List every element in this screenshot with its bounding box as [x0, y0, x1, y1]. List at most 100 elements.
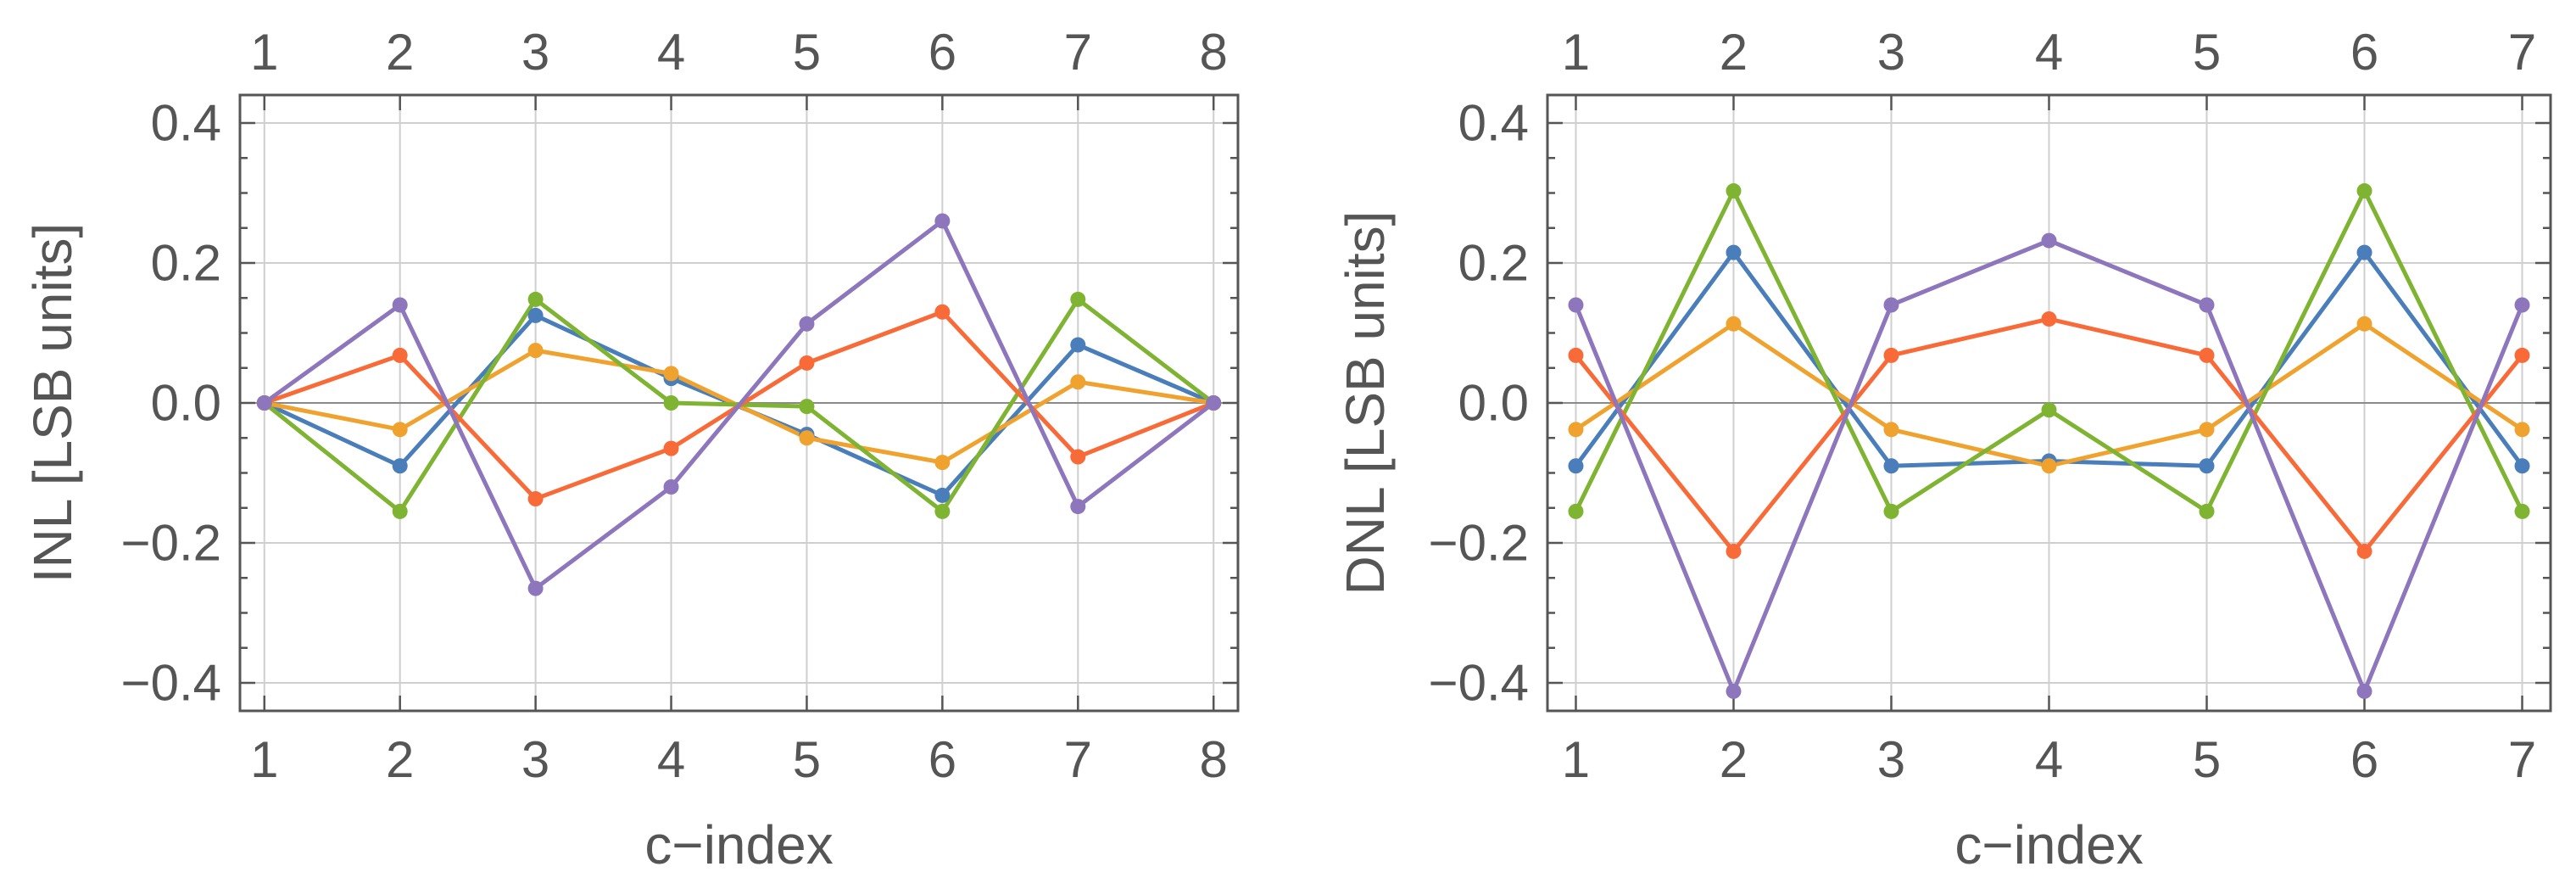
chart1-series-1-point-7 — [1070, 337, 1086, 353]
chart1-xlabel: c−index — [644, 814, 833, 875]
chart2-series-4-point-4 — [2041, 311, 2057, 327]
chart1-xtick-top-label-5: 5 — [793, 24, 821, 81]
chart1-series-2-point-6 — [934, 455, 951, 471]
chart1-ytick-label-1: −0.4 — [121, 655, 221, 712]
chart1-series-1-point-2 — [392, 458, 408, 474]
chart2-series-2-point-4 — [2041, 458, 2057, 474]
chart1-ytick-label-4: 0.2 — [151, 235, 221, 292]
chart1-series-2-point-4 — [663, 366, 679, 382]
chart2-xtick-top-label-7: 7 — [2508, 24, 2536, 81]
chart1: −0.4 −0.2 0.0 0.2 0.4 1 1 2 2 3 3 4 4 5 5 6 6 7 7 8 8 c−index… — [22, 24, 1240, 875]
chart2-ytick-label-5: 0.4 — [1458, 95, 1529, 152]
chart1-series-5-point-4 — [663, 479, 679, 495]
chart2-series-1-point-3 — [1883, 458, 1899, 474]
chart2-series-5-point-4 — [2041, 232, 2057, 249]
chart1-xtick-top-label-1: 1 — [250, 24, 278, 81]
chart2-ytick-label-3: 0.0 — [1458, 375, 1529, 432]
chart1-xtick-top-label-4: 4 — [657, 24, 685, 81]
chart2-ylabel: DNL [LSB units] — [1335, 211, 1396, 595]
chart2-series-2-point-2 — [1726, 316, 1742, 332]
chart1-ytick-label-2: −0.2 — [121, 515, 221, 572]
chart1-series-5-point-2 — [392, 297, 408, 313]
chart2-xtick-label-5: 5 — [2193, 731, 2221, 788]
chart1-series-2-point-3 — [527, 343, 544, 359]
chart2-xtick-label-7: 7 — [2508, 731, 2536, 788]
chart2-series-2-point-7 — [2514, 422, 2530, 438]
chart1-series-5-point-5 — [799, 316, 815, 332]
chart1-xtick-label-8: 8 — [1200, 731, 1228, 788]
chart2-series-5-point-3 — [1883, 297, 1899, 313]
chart1-series-1-point-3 — [527, 307, 544, 323]
chart1-series-5-point-3 — [527, 580, 544, 596]
chart2-series-5-point-2 — [1726, 683, 1742, 699]
chart1-ytick-label-5: 0.4 — [151, 95, 221, 152]
chart2-xtick-top-label-6: 6 — [2350, 24, 2378, 81]
chart2-xtick-label-6: 6 — [2350, 731, 2378, 788]
chart1-xtick-label-2: 2 — [386, 731, 414, 788]
chart2-series-3-point-6 — [2356, 183, 2372, 199]
chart2-series-3-point-4 — [2041, 402, 2057, 418]
chart1-xtick-top-label-3: 3 — [521, 24, 549, 81]
chart2-xtick-top-label-4: 4 — [2035, 24, 2063, 81]
chart1-xtick-label-7: 7 — [1064, 731, 1092, 788]
chart1-series-1-point-6 — [934, 487, 951, 503]
chart1-series-3-point-6 — [934, 503, 951, 519]
chart2-xtick-top-label-5: 5 — [2193, 24, 2221, 81]
chart1-xtick-label-4: 4 — [657, 731, 685, 788]
chart1-xtick-label-5: 5 — [793, 731, 821, 788]
chart2-series-5-point-5 — [2199, 297, 2215, 313]
chart2-xlabel: c−index — [1954, 814, 2143, 875]
chart2-series-1-point-6 — [2356, 244, 2372, 260]
chart1-series-2-point-5 — [799, 430, 815, 446]
chart1-series-4-point-7 — [1070, 449, 1086, 465]
chart2-series-3-point-5 — [2199, 503, 2215, 519]
chart2-xtick-top-label-2: 2 — [1720, 24, 1748, 81]
chart2-series-4-point-1 — [1568, 347, 1584, 363]
chart2-series-4-point-3 — [1883, 347, 1899, 363]
chart2-series-1-point-2 — [1726, 244, 1742, 260]
chart2-series-4-point-2 — [1726, 543, 1742, 559]
chart2-series-3-point-3 — [1883, 503, 1899, 519]
chart1-series-4-point-6 — [934, 304, 951, 320]
chart1-series-4-point-5 — [799, 355, 815, 371]
chart2-xtick-label-1: 1 — [1562, 731, 1590, 788]
chart1-series-5-point-7 — [1070, 499, 1086, 515]
chart2-series-5-point-7 — [2514, 297, 2530, 313]
chart1-series-3-point-4 — [663, 395, 679, 411]
chart1-series-4-point-3 — [527, 491, 544, 507]
chart2-series-2-point-6 — [2356, 316, 2372, 332]
chart1-xtick-label-6: 6 — [928, 731, 956, 788]
chart2-series-2-point-5 — [2199, 422, 2215, 438]
chart2-xtick-top-label-1: 1 — [1562, 24, 1590, 81]
chart2-series-5-point-6 — [2356, 683, 2372, 699]
chart2-series-5-point-1 — [1568, 297, 1584, 313]
chart2-series-1-point-1 — [1568, 458, 1584, 474]
chart2-xtick-label-3: 3 — [1877, 731, 1905, 788]
chart2-ytick-label-1: −0.4 — [1429, 655, 1529, 712]
chart2-series-4-point-6 — [2356, 543, 2372, 559]
chart2: −0.4 −0.2 0.0 0.2 0.4 1 1 2 2 3 3 4 4 5 5 6 6 7 7 c−index DN… — [1335, 24, 2552, 875]
chart2-series-3-point-7 — [2514, 503, 2530, 519]
chart2-xtick-top-label-3: 3 — [1877, 24, 1905, 81]
chart2-series-1-point-5 — [2199, 458, 2215, 474]
chart2-ytick-label-4: 0.2 — [1458, 235, 1529, 292]
chart1-xtick-top-label-6: 6 — [928, 24, 956, 81]
chart1-series-5-point-1 — [256, 395, 272, 411]
chart1-series-4-point-2 — [392, 347, 408, 363]
chart1-series-2-point-2 — [392, 422, 408, 438]
chart2-series-3-point-1 — [1568, 503, 1584, 519]
chart1-xtick-top-label-7: 7 — [1064, 24, 1092, 81]
chart1-series-4-point-4 — [663, 440, 679, 456]
chart1-series-5-line — [263, 219, 1215, 591]
chart2-series-1-point-7 — [2514, 458, 2530, 474]
chart1-ylabel: INL [LSB units] — [22, 223, 83, 584]
chart1-series-3-point-7 — [1070, 291, 1086, 307]
chart1-series-2-point-7 — [1070, 374, 1086, 390]
chart1-xtick-top-label-2: 2 — [386, 24, 414, 81]
chart2-xtick-label-4: 4 — [2035, 731, 2063, 788]
chart1-series-3-point-3 — [527, 291, 544, 307]
chart1-xtick-top-label-8: 8 — [1200, 24, 1228, 81]
chart1-xtick-label-1: 1 — [250, 731, 278, 788]
chart1-series-3-point-2 — [392, 503, 408, 519]
